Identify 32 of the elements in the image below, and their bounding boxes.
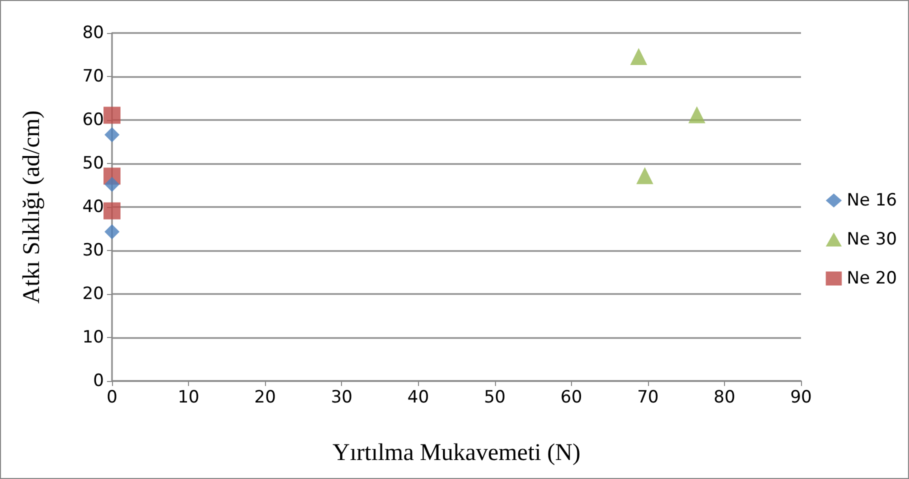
y-tick-label: 70 [82, 66, 104, 86]
legend-label: Ne 20 [846, 268, 898, 288]
point [104, 127, 120, 142]
point [636, 167, 654, 184]
y-tick-label: 60 [82, 110, 104, 130]
x-tick-label: 10 [178, 388, 200, 408]
x-tick-label: 90 [790, 388, 812, 408]
y-tick-label: 0 [93, 371, 104, 391]
x-tick-label: 30 [330, 388, 352, 408]
y-tick-label: 50 [82, 154, 104, 174]
y-tick-label: 80 [82, 23, 104, 43]
x-axis-title: Yırtılma Mukavemeti (N) [332, 440, 580, 466]
y-tick-label: 20 [82, 284, 104, 304]
point [104, 224, 120, 240]
y-tick-label: 10 [82, 328, 104, 348]
legend-label: Ne 30 [846, 230, 898, 250]
legend-label: Ne 16 [846, 190, 898, 210]
x-tick-label: 40 [407, 388, 430, 408]
point [104, 202, 120, 220]
x-tick-label: 0 [106, 388, 118, 408]
point [104, 176, 120, 192]
x-tick-label: 20 [254, 388, 276, 408]
x-tick-label: 70 [637, 388, 659, 408]
y-tick-label: 40 [82, 197, 104, 217]
y-tick-label: 30 [82, 240, 104, 260]
x-tick-label: 50 [484, 388, 506, 408]
x-tick-label: 80 [714, 388, 736, 408]
y-axis-title: Atkı Sıklığı (ad/cm) [19, 110, 45, 304]
point [630, 48, 648, 65]
point [688, 106, 706, 124]
x-tick-label: 60 [560, 388, 582, 408]
point [104, 106, 120, 124]
